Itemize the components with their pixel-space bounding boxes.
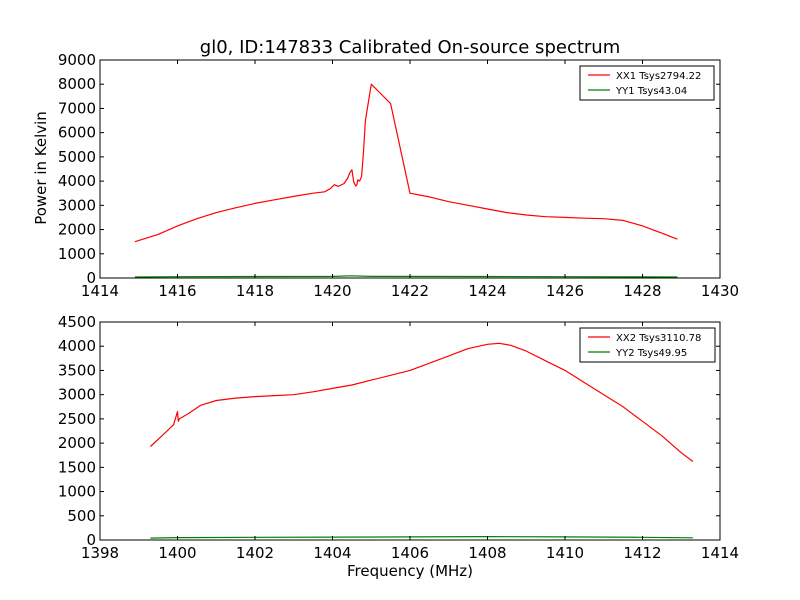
panel-1-series-xx-line xyxy=(134,83,678,243)
y-tick-label: 2000 xyxy=(58,221,96,239)
y-tick-label: 1000 xyxy=(58,245,96,263)
y-tick-label: 2500 xyxy=(58,410,96,428)
x-tick-label: 1418 xyxy=(236,282,274,300)
y-tick-label: 500 xyxy=(67,507,96,525)
y-tick-label: 9000 xyxy=(58,51,96,69)
y-tick-label: 3000 xyxy=(58,386,96,404)
chart-title: gl0, ID:147833 Calibrated On-source spec… xyxy=(200,37,620,58)
x-tick-label: 1414 xyxy=(81,282,119,300)
x-tick-label: 1428 xyxy=(623,282,661,300)
panel-1-legend-box xyxy=(579,65,715,101)
y-tick-label: 4000 xyxy=(58,172,96,190)
panel-1-series-yy-line xyxy=(134,275,678,278)
x-tick-label: 1402 xyxy=(236,544,274,562)
y-axis-label: Power in Kelvin xyxy=(32,111,50,225)
legend-label-yy: YY1 Tsys43.04 xyxy=(615,86,687,97)
y-tick-label: 5000 xyxy=(58,148,96,166)
legend-label-xx: XX1 Tsys2794.22 xyxy=(616,71,701,82)
x-tick-label: 1398 xyxy=(81,544,119,562)
x-tick-label: 1414 xyxy=(701,544,739,562)
y-tick-label: 4500 xyxy=(58,313,96,331)
y-tick-label: 3000 xyxy=(58,196,96,214)
x-tick-label: 1412 xyxy=(623,544,661,562)
panel-2-legend-box xyxy=(579,327,716,363)
panel-2-series-xx-line xyxy=(149,342,694,462)
y-tick-label: 2000 xyxy=(58,434,96,452)
y-tick-label: 1500 xyxy=(58,458,96,476)
legend-label-yy: YY2 Tsys49.95 xyxy=(615,348,687,359)
x-tick-label: 1422 xyxy=(391,282,429,300)
y-tick-label: 8000 xyxy=(58,75,96,93)
legend-label-xx: XX2 Tsys3110.78 xyxy=(616,333,701,344)
y-tick-label: 3500 xyxy=(58,361,96,379)
x-tick-label: 1400 xyxy=(158,544,196,562)
x-axis-label: Frequency (MHz) xyxy=(347,562,473,580)
x-tick-label: 1408 xyxy=(468,544,506,562)
y-tick-label: 1000 xyxy=(58,483,96,501)
x-tick-label: 1424 xyxy=(468,282,506,300)
x-tick-label: 1426 xyxy=(546,282,584,300)
y-tick-label: 6000 xyxy=(58,124,96,142)
x-tick-label: 1410 xyxy=(546,544,584,562)
x-tick-label: 1416 xyxy=(158,282,196,300)
x-tick-label: 1420 xyxy=(313,282,351,300)
y-tick-label: 7000 xyxy=(58,99,96,117)
x-tick-label: 1430 xyxy=(701,282,739,300)
y-tick-label: 0 xyxy=(86,531,96,549)
y-tick-label: 4000 xyxy=(58,337,96,355)
x-tick-label: 1406 xyxy=(391,544,429,562)
x-tick-label: 1404 xyxy=(313,544,351,562)
y-tick-label: 0 xyxy=(86,269,96,287)
